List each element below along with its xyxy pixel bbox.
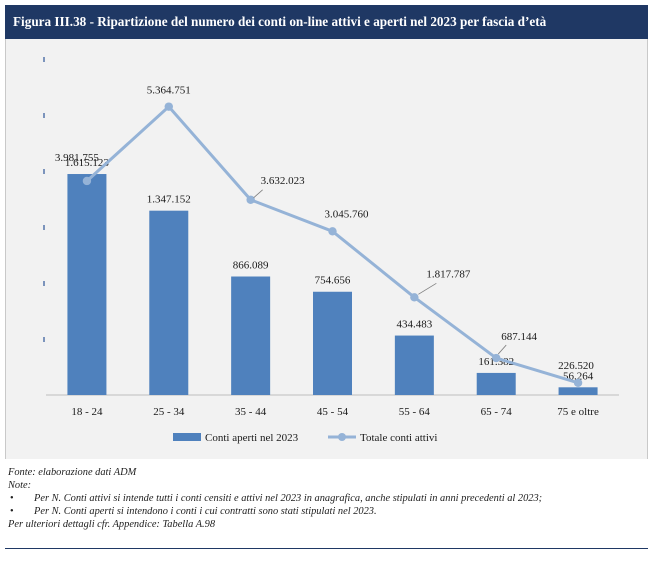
label-leader-line [497,344,507,355]
bar-data-label: 866.089 [233,260,269,272]
x-tick-label: 35 - 44 [235,406,267,418]
label-leader-line [253,189,263,199]
source-note: Fonte: elaborazione dati ADM [8,467,137,478]
note-label: Note: [8,480,32,491]
bar-data-label: 434.483 [396,319,432,331]
line-data-label: 3.632.023 [261,175,306,187]
x-tick-label: 45 - 54 [317,406,349,418]
bullet-icon: • [10,506,14,517]
line-point [328,227,337,236]
x-tick-label: 65 - 74 [481,406,513,418]
line-data-label: 5.364.751 [147,85,191,97]
legend-bar-swatch [173,433,201,441]
line-point [573,378,583,388]
bar-data-label: 1.615.123 [65,157,110,169]
line-data-label: 3.045.760 [325,208,370,220]
bottom-rule [5,548,648,549]
bar [476,372,516,395]
line-point [82,176,92,186]
bar [67,174,107,395]
legend-line-marker [338,433,346,441]
bullet-icon: • [10,493,14,504]
label-leader-line [418,282,437,295]
chart-panel: 1.615.123 1.347.152 866.089 754.656 434.483 1… [5,39,648,459]
line-data-label: 226.520 [558,360,594,372]
legend-label: Conti aperti nel 2023 [205,432,299,444]
note-item: • Per N. Conti aperti si intendono i con… [8,505,640,518]
x-tick-label: 18 - 24 [71,406,103,418]
bar [558,387,598,395]
line-data-label: 1.817.787 [426,268,471,280]
bar-data-label: 1.347.152 [147,194,191,206]
line-data-label: 3.981.755 [55,152,100,164]
note-item: • Per N. Conti attivi si intende tutti i… [8,492,640,505]
bar [149,210,189,395]
x-tick-label: 25 - 34 [153,406,185,418]
line-point [246,195,255,204]
appendix-note: Per ulteriori dettagli cfr. Appendice: T… [8,519,216,530]
bar [231,276,271,395]
bar [394,335,434,395]
figure-title: Figura III.38 - Ripartizione del numero … [5,5,648,39]
line-point [410,293,419,302]
x-tick-label: 75 e oltre [557,406,599,418]
note-text: Per N. Conti attivi si intende tutti i c… [34,493,543,504]
line-data-label: 687.144 [501,331,537,343]
legend-label: Totale conti attivi [360,432,437,444]
figure-notes: Fonte: elaborazione dati ADM Note: • Per… [8,466,640,531]
line-point [492,353,501,363]
note-text: Per N. Conti aperti si intendono i conti… [34,506,377,517]
bar-data-label: 754.656 [315,275,351,287]
bar [313,291,352,395]
line-point [164,102,173,111]
x-tick-label: 55 - 64 [399,406,431,418]
chart: 1.615.123 1.347.152 866.089 754.656 434.483 1… [43,57,619,444]
